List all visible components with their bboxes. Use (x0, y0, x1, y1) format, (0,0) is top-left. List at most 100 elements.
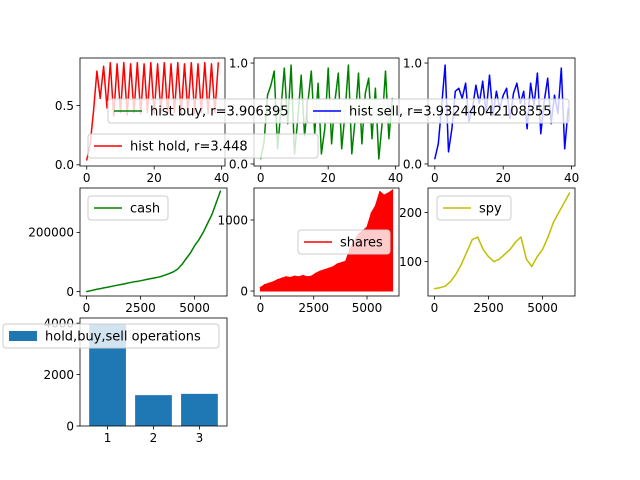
data-point (146, 278, 148, 281)
data-point (315, 272, 317, 274)
data-point (466, 251, 468, 253)
data-point (444, 285, 446, 287)
data-point (525, 258, 527, 260)
legend-box (436, 195, 512, 221)
data-point (347, 64, 350, 66)
data-point (379, 190, 381, 193)
data-point (502, 94, 504, 96)
x-tick-label: 0 (431, 301, 439, 315)
data-point (129, 63, 132, 65)
data-point (106, 107, 108, 109)
data-point (444, 64, 446, 66)
data-point (475, 84, 477, 86)
data-point (340, 262, 343, 264)
data-point (302, 274, 304, 276)
data-point (159, 276, 161, 278)
data-point (563, 202, 565, 204)
data-point (558, 211, 560, 214)
x-tick-label: 1 (104, 431, 112, 445)
data-point (540, 133, 542, 135)
shares-legend: shares (297, 229, 391, 255)
x-tick-label: 5000 (179, 301, 210, 315)
bar-2 (135, 395, 172, 426)
data-point (328, 267, 330, 269)
data-point (272, 281, 274, 283)
data-point (536, 256, 538, 258)
x-tick-label: 0 (257, 301, 265, 315)
data-point (341, 148, 343, 150)
data-point (298, 276, 300, 278)
hist-sell-legend: hist sell, r=3.93244042108355 (306, 98, 570, 124)
data-point (498, 258, 500, 260)
data-point (450, 280, 452, 282)
x-tick-label: 0 (431, 171, 439, 185)
data-point (260, 158, 262, 160)
data-point (283, 67, 285, 69)
legend-label: shares (340, 236, 383, 251)
data-point (541, 248, 544, 250)
data-point (202, 231, 204, 233)
data-point (150, 62, 152, 64)
x-tick-label: 5000 (352, 301, 383, 315)
data-point (477, 236, 479, 238)
y-tick-label: 1.0 (229, 56, 248, 70)
data-point (123, 62, 125, 64)
data-point (495, 90, 497, 92)
data-point (437, 143, 439, 145)
data-point (383, 194, 385, 196)
y-tick-label: 0.5 (55, 99, 74, 113)
data-point (523, 90, 525, 92)
x-tick-label: 5000 (527, 301, 558, 315)
data-point (317, 82, 319, 84)
data-point (219, 190, 222, 192)
data-point (116, 63, 118, 65)
data-point (270, 84, 272, 86)
y-tick-label: 0 (66, 419, 74, 433)
data-point (493, 261, 495, 263)
data-point (273, 70, 275, 72)
data-point (129, 282, 131, 284)
data-point (266, 94, 269, 96)
data-point (552, 221, 554, 223)
data-point (447, 151, 450, 153)
data-point (268, 282, 270, 284)
data-point (94, 289, 96, 291)
data-point (177, 62, 179, 64)
data-point (323, 269, 325, 271)
data-point (327, 67, 329, 69)
data-point (387, 192, 389, 194)
data-point (156, 63, 159, 65)
x-tick-label: 3 (196, 431, 204, 445)
data-point (142, 279, 144, 281)
x-tick-label: 20 (496, 171, 511, 185)
data-point (392, 189, 394, 191)
data-point (357, 72, 360, 74)
y-tick-label: 100 (399, 255, 422, 269)
legend-swatch (9, 331, 37, 341)
data-point (319, 270, 321, 272)
axes-frame (427, 187, 576, 297)
data-point (133, 281, 135, 283)
legend-box (2, 323, 220, 349)
data-point (351, 153, 353, 155)
data-point (504, 253, 506, 255)
data-point (482, 80, 484, 82)
data-point (290, 64, 292, 66)
data-point (455, 273, 457, 275)
data-point (197, 63, 199, 65)
bar-3 (181, 393, 218, 426)
data-point (547, 236, 549, 238)
data-point (520, 236, 522, 238)
legend-box (87, 133, 319, 159)
x-tick-label: 2 (150, 431, 158, 445)
data-point (526, 128, 528, 130)
data-point (529, 82, 532, 84)
data-point (198, 239, 200, 241)
data-point (361, 143, 363, 145)
x-tick-label: 0 (83, 301, 91, 315)
data-point (143, 63, 145, 65)
data-point (337, 72, 339, 74)
data-point (215, 202, 217, 204)
y-tick-label: 0.0 (403, 157, 422, 171)
data-point (276, 279, 279, 281)
